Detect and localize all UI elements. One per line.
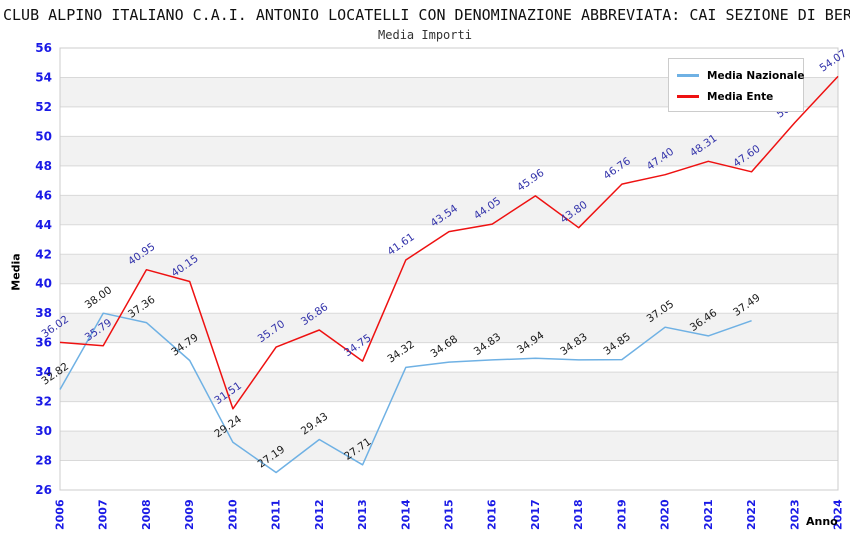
legend-label: Media Ente <box>707 90 774 103</box>
plot-band <box>60 342 838 373</box>
plot-band <box>60 372 838 402</box>
legend-label: Media Nazionale <box>707 69 805 82</box>
legend-item-media-ente[interactable]: Media Ente <box>669 86 803 107</box>
y-tick-label: 36 <box>35 336 52 350</box>
x-tick-label: 2013 <box>356 499 369 530</box>
x-tick-label: 2019 <box>615 499 628 530</box>
x-tick-label: 2020 <box>659 499 672 530</box>
y-tick-label: 40 <box>35 277 52 291</box>
legend: Media Nazionale Media Ente <box>668 58 805 112</box>
plot-border <box>59 47 839 491</box>
y-tick-label: 50 <box>35 129 52 143</box>
y-tick-label: 44 <box>35 218 52 232</box>
x-tick-label: 2010 <box>226 499 239 530</box>
plot-band <box>60 195 838 225</box>
y-axis-title: Media <box>9 253 23 291</box>
x-tick-label: 2017 <box>529 499 542 530</box>
x-tick-label: 2023 <box>788 499 801 530</box>
y-tick-label: 34 <box>35 365 52 379</box>
x-tick-label: 2018 <box>572 499 585 530</box>
x-tick-label: 2012 <box>313 499 326 530</box>
plot-band <box>60 460 838 490</box>
x-tick-label: 2011 <box>270 499 283 530</box>
x-tick-label: 2022 <box>745 499 758 530</box>
y-tick-label: 38 <box>35 306 52 320</box>
plot-band <box>60 283 838 314</box>
y-tick-label: 28 <box>35 454 52 468</box>
plot-band <box>60 136 838 166</box>
y-tick-label: 32 <box>35 395 52 409</box>
x-tick-label: 2009 <box>183 499 196 530</box>
x-tick-label: 2016 <box>486 499 499 530</box>
x-tick-label: 2024 <box>832 499 845 530</box>
series-line-media-nazionale <box>59 312 752 474</box>
x-tick-label: 2008 <box>140 499 153 530</box>
y-tick-label: 30 <box>35 424 52 438</box>
x-axis-title: Anno <box>806 515 838 528</box>
x-tick-label: 2021 <box>702 499 715 530</box>
y-tick-label: 42 <box>35 247 52 261</box>
plot-band <box>60 224 838 255</box>
legend-swatch-icon <box>677 74 699 77</box>
series-line-media-ente <box>59 75 839 410</box>
chart-title: CLUB ALPINO ITALIANO C.A.I. ANTONIO LOCA… <box>3 6 850 24</box>
y-tick-label: 48 <box>35 159 52 173</box>
x-tick-label: 2007 <box>97 499 110 530</box>
x-tick-label: 2006 <box>54 499 67 530</box>
y-tick-label: 56 <box>35 41 52 55</box>
chart-subtitle: Media Importi <box>378 28 472 42</box>
legend-swatch-icon <box>677 95 699 98</box>
plot-band <box>60 401 838 432</box>
plot-band <box>60 431 838 461</box>
x-tick-label: 2015 <box>443 499 456 530</box>
plot-band <box>60 313 838 343</box>
x-tick-label: 2014 <box>399 499 412 530</box>
plot-band <box>60 165 838 196</box>
y-tick-label: 54 <box>35 70 52 84</box>
plot-band <box>60 254 838 284</box>
y-tick-label: 46 <box>35 188 52 202</box>
legend-item-media-nazionale[interactable]: Media Nazionale <box>669 65 805 86</box>
y-tick-label: 26 <box>35 483 52 497</box>
y-tick-label: 52 <box>35 100 52 114</box>
